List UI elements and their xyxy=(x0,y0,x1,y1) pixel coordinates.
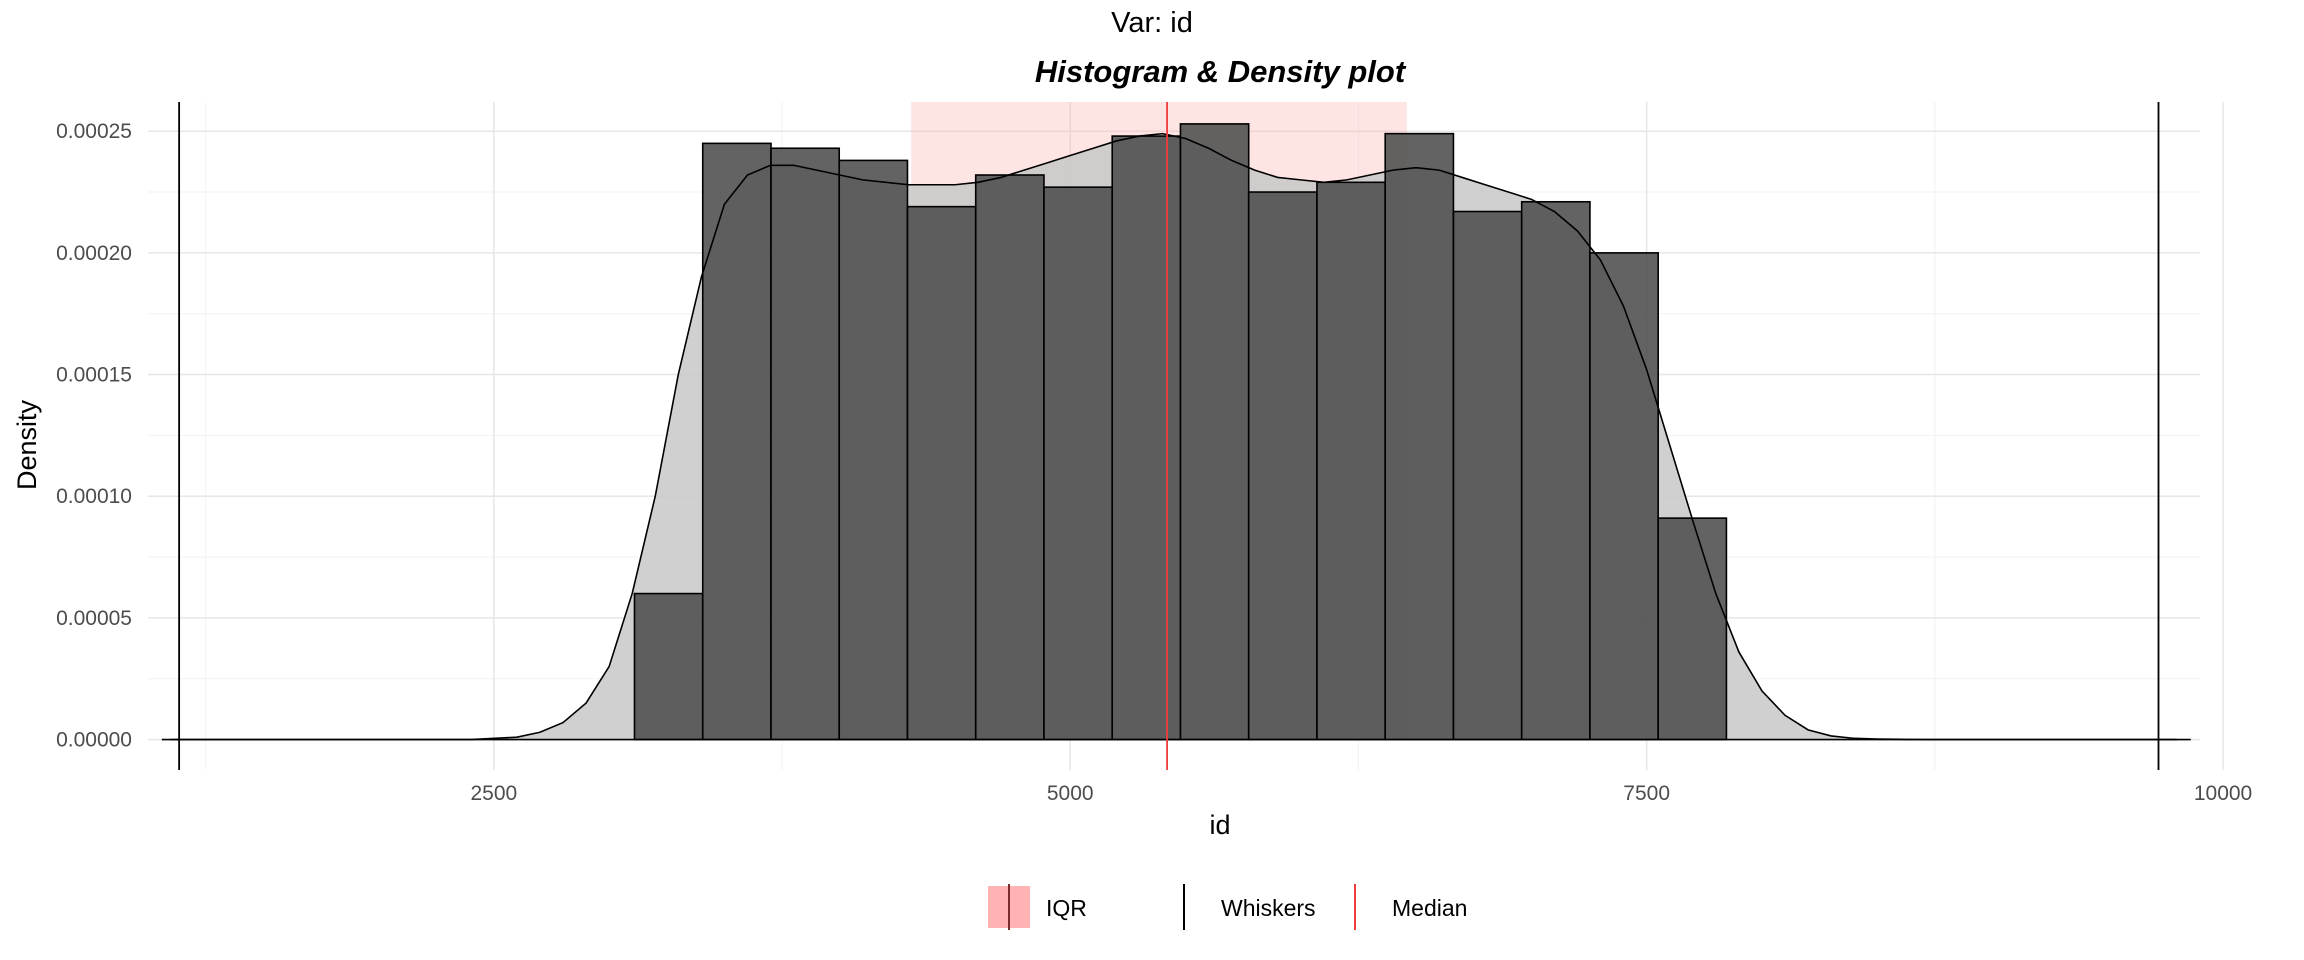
y-axis-title: Density xyxy=(12,399,42,490)
histogram-bar xyxy=(974,174,1045,741)
histogram-bar xyxy=(1589,252,1659,741)
suptitle: Var: id xyxy=(1111,7,1193,39)
histogram-bar xyxy=(1316,181,1386,741)
x-tick-label: 7500 xyxy=(1623,782,1670,805)
histogram-bar xyxy=(906,205,977,741)
histogram-bar xyxy=(1111,135,1182,741)
histogram-bars xyxy=(633,123,1728,741)
y-tick-label: 0.00025 xyxy=(56,120,132,143)
plot-title: Histogram & Density plot xyxy=(1035,54,1407,89)
y-tick-label: 0.00015 xyxy=(56,364,132,387)
legend-item-iqr: IQR xyxy=(988,884,1087,930)
histogram-bar xyxy=(770,147,841,741)
histogram-bar xyxy=(701,142,772,741)
histogram-bar xyxy=(1520,200,1591,741)
y-tick-label: 0.00010 xyxy=(56,485,132,508)
legend-label-iqr: IQR xyxy=(1046,895,1087,921)
legend-label-whiskers: Whiskers xyxy=(1221,895,1316,921)
density-curve xyxy=(171,132,2177,741)
histogram-bar xyxy=(1043,186,1114,741)
histogram-bar xyxy=(1179,123,1250,741)
histogram-bar xyxy=(1247,191,1318,741)
histogram-bar xyxy=(838,159,909,741)
tick-labels: 2500 5000 7500 10000 0.00000 0.00005 0.00010 0.… xyxy=(56,120,2252,805)
legend: IQR Whiskers Median xyxy=(988,884,1467,930)
legend-item-median: Median xyxy=(1354,884,1467,930)
legend-item-whiskers: Whiskers xyxy=(1183,884,1316,930)
histogram-bar xyxy=(1452,210,1523,741)
y-tick-label: 0.00000 xyxy=(56,729,132,752)
x-tick-label: 5000 xyxy=(1047,782,1094,805)
y-tick-label: 0.00005 xyxy=(56,607,132,630)
legend-label-median: Median xyxy=(1392,895,1467,921)
x-tick-label: 2500 xyxy=(470,782,517,805)
x-tick-label: 10000 xyxy=(2194,782,2252,805)
y-tick-label: 0.00020 xyxy=(56,242,132,265)
histogram-bar xyxy=(633,592,704,741)
histogram-bar xyxy=(1657,517,1728,741)
x-axis-title: id xyxy=(1209,810,1230,840)
histogram-bar xyxy=(1384,132,1455,741)
reference-lines xyxy=(161,102,2191,770)
